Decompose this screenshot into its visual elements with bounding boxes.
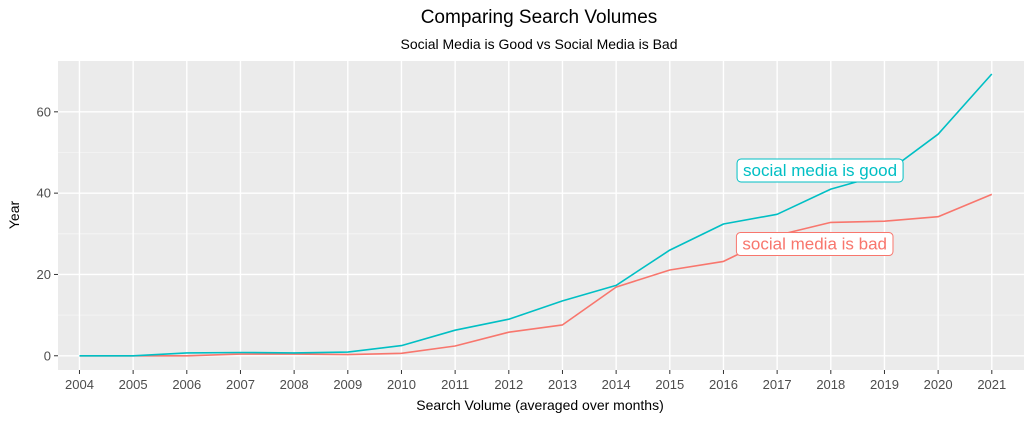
x-tick-label: 2016 [709, 377, 738, 392]
x-tick-label: 2015 [655, 377, 684, 392]
x-tick-label: 2017 [763, 377, 792, 392]
chart-subtitle: Social Media is Good vs Social Media is … [400, 36, 677, 52]
x-axis-title: Search Volume (averaged over months) [416, 397, 663, 413]
x-axis: 2004 2005 2006 2007 2008 2009 2010 2011 2012 2013… [65, 370, 1006, 392]
x-tick-label: 2013 [548, 377, 577, 392]
label-text: social media is bad [742, 235, 887, 254]
y-axis-title: Year [6, 201, 22, 230]
series-label-social-media-is-good: social media is good [736, 158, 904, 183]
series-labels: social media is good social media is bad [735, 158, 904, 257]
major-grid [58, 61, 1024, 370]
label-box [735, 232, 894, 257]
series-line-social-media-is-good [79, 73, 993, 357]
x-tick-label: 2018 [816, 377, 845, 392]
series-label-social-media-is-bad: social media is bad [735, 232, 894, 257]
x-tick-label: 2010 [387, 377, 416, 392]
label-box [736, 158, 904, 183]
x-tick-label: 2019 [870, 377, 899, 392]
y-tick-label: 60 [37, 104, 51, 119]
y-axis: 0 20 40 60 [37, 104, 58, 363]
x-tick-label: 2004 [65, 377, 94, 392]
x-tick-label: 2006 [172, 377, 201, 392]
x-tick-label: 2020 [924, 377, 953, 392]
x-tick-label: 2008 [280, 377, 309, 392]
plot-panel [58, 61, 1024, 370]
x-tick-label: 2014 [602, 377, 631, 392]
y-tick-label: 0 [44, 348, 51, 363]
y-tick-label: 20 [37, 267, 51, 282]
x-tick-label: 2021 [977, 377, 1006, 392]
x-tick-label: 2012 [494, 377, 523, 392]
x-tick-label: 2007 [226, 377, 255, 392]
y-tick-label: 40 [37, 186, 51, 201]
x-tick-label: 2011 [441, 377, 469, 392]
series-lines [79, 73, 993, 357]
label-text: social media is good [743, 161, 897, 180]
x-tick-label: 2009 [333, 377, 362, 392]
x-tick-label: 2005 [119, 377, 148, 392]
chart-title: Comparing Search Volumes [421, 7, 658, 28]
series-line-social-media-is-bad [79, 193, 993, 357]
